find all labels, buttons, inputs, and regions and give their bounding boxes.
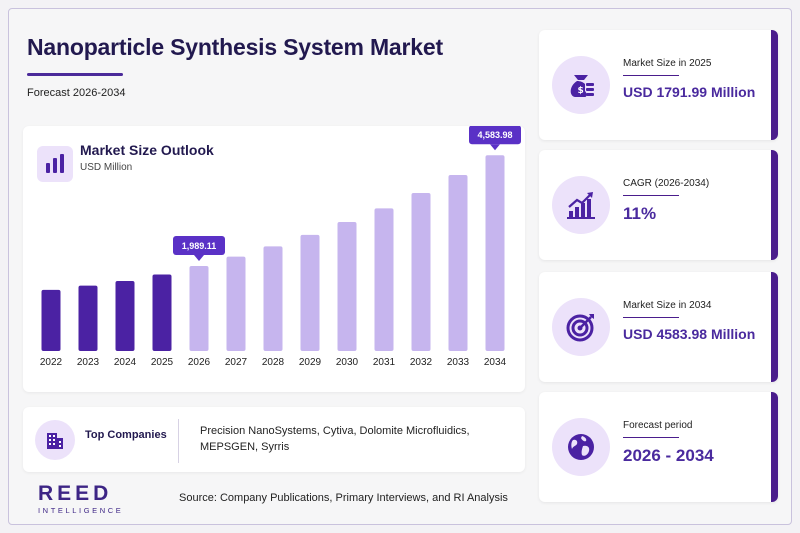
bar-chart-icon bbox=[37, 146, 73, 182]
svg-text:4,583.98: 4,583.98 bbox=[477, 130, 512, 140]
kpi-label: Forecast period bbox=[623, 420, 693, 431]
kpi-label: CAGR (2026-2034) bbox=[623, 178, 710, 189]
x-tick-label-2022: 2022 bbox=[40, 357, 63, 368]
bar-2031 bbox=[374, 208, 394, 351]
top-companies-card: Top Companies Precision NanoSystems, Cyt… bbox=[23, 407, 525, 472]
chart-title: Market Size Outlook bbox=[80, 142, 214, 158]
bar-2027 bbox=[226, 256, 246, 351]
x-tick-label-2028: 2028 bbox=[262, 357, 285, 368]
x-tick-label-2030: 2030 bbox=[336, 357, 359, 368]
svg-text:$: $ bbox=[578, 86, 584, 96]
target-icon bbox=[552, 298, 610, 356]
x-tick-label-2033: 2033 bbox=[447, 357, 470, 368]
title-underline bbox=[27, 73, 123, 76]
bar-2028 bbox=[263, 246, 283, 351]
kpi-accent-stripe bbox=[771, 150, 778, 260]
page-subtitle: Forecast 2026-2034 bbox=[27, 87, 126, 99]
companies-divider bbox=[178, 419, 179, 463]
chart-unit: USD Million bbox=[80, 162, 133, 173]
bar-2025 bbox=[152, 274, 172, 351]
kpi-rule bbox=[623, 317, 679, 318]
data-label-2034: 4,583.98 bbox=[469, 126, 521, 151]
bar-chart: 2022 2023 2024 2025 2026 1,989.11 2027 2028 2029… bbox=[40, 126, 521, 368]
x-tick-label-2024: 2024 bbox=[114, 357, 137, 368]
x-tick-label-2029: 2029 bbox=[299, 357, 322, 368]
kpi-value: 2026 - 2034 bbox=[623, 446, 714, 465]
bar-2030 bbox=[337, 222, 357, 351]
kpi-card-market-size-2034: Market Size in 2034 USD 4583.98 Million bbox=[539, 272, 778, 382]
top-companies-list: Precision NanoSystems, Cytiva, Dolomite … bbox=[200, 425, 470, 453]
bar-2029 bbox=[300, 234, 320, 351]
x-tick-label-2023: 2023 bbox=[77, 357, 100, 368]
kpi-accent-stripe bbox=[771, 30, 778, 140]
kpi-label: Market Size in 2034 bbox=[623, 300, 712, 311]
kpi-accent-stripe bbox=[771, 392, 778, 502]
bar-2033 bbox=[448, 175, 468, 351]
growth-chart-icon bbox=[552, 176, 610, 234]
x-tick-label-2032: 2032 bbox=[410, 357, 433, 368]
kpi-card-cagr: CAGR (2026-2034) 11% bbox=[539, 150, 778, 260]
bar-2032 bbox=[411, 192, 431, 351]
x-tick-label-2025: 2025 bbox=[151, 357, 174, 368]
kpi-value: 11% bbox=[623, 204, 657, 223]
globe-icon bbox=[552, 418, 610, 476]
x-tick-label-2034: 2034 bbox=[484, 357, 507, 368]
logo-subtext: INTELLIGENCE bbox=[38, 506, 124, 515]
kpi-rule bbox=[623, 195, 679, 196]
reed-intelligence-logo: REED INTELLIGENCE bbox=[38, 482, 123, 515]
bar-2034 bbox=[485, 155, 505, 351]
source-note: Source: Company Publications, Primary In… bbox=[179, 492, 508, 504]
building-icon bbox=[35, 420, 75, 460]
bar-2024 bbox=[115, 280, 135, 351]
logo-wordmark: REED bbox=[38, 482, 113, 505]
kpi-rule bbox=[623, 75, 679, 76]
svg-text:1,989.11: 1,989.11 bbox=[182, 241, 217, 251]
data-label-2026: 1,989.11 bbox=[173, 236, 225, 262]
market-size-chart-card: Market Size Outlook USD Million 2022 2023… bbox=[23, 126, 525, 392]
kpi-value: USD 4583.98 Million bbox=[623, 326, 756, 342]
bar-2023 bbox=[78, 285, 98, 351]
kpi-accent-stripe bbox=[771, 272, 778, 382]
bar-2026 bbox=[189, 266, 209, 351]
kpi-card-forecast-period: Forecast period 2026 - 2034 bbox=[539, 392, 778, 502]
kpi-card-market-size-2025: $ Market Size in 2025 USD 1791.99 Millio… bbox=[539, 30, 778, 140]
top-companies-label: Top Companies bbox=[85, 429, 167, 441]
x-tick-label-2031: 2031 bbox=[373, 357, 396, 368]
x-tick-label-2026: 2026 bbox=[188, 357, 211, 368]
kpi-label: Market Size in 2025 bbox=[623, 58, 712, 69]
money-bag-icon: $ bbox=[552, 56, 610, 114]
page-title: Nanoparticle Synthesis System Market bbox=[27, 34, 443, 60]
x-tick-label-2027: 2027 bbox=[225, 357, 248, 368]
kpi-rule bbox=[623, 437, 679, 438]
bar-2022 bbox=[41, 289, 61, 351]
kpi-value: USD 1791.99 Million bbox=[623, 84, 756, 100]
